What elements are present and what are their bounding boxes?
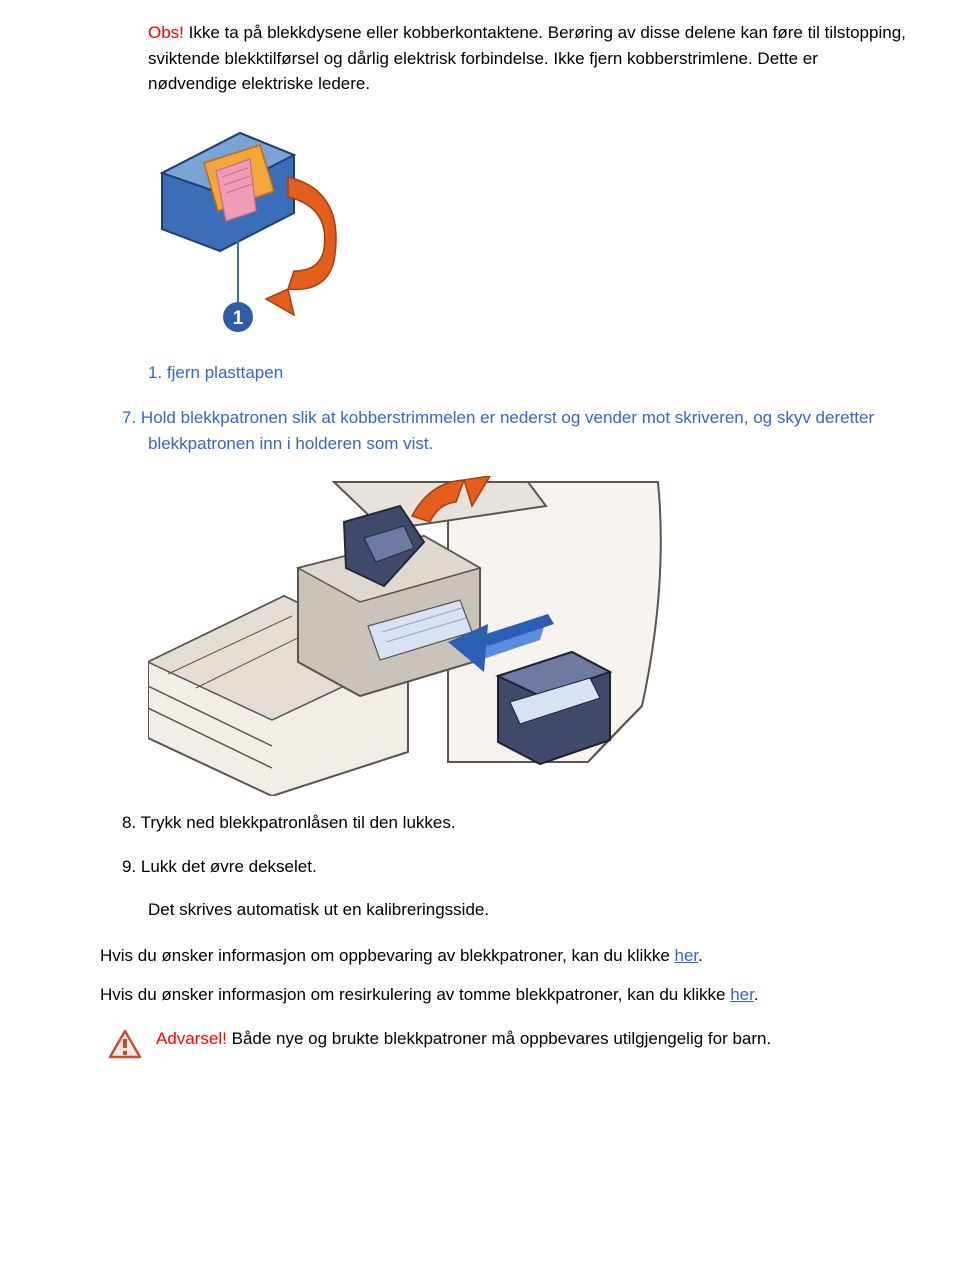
info-storage-link[interactable]: her	[675, 946, 699, 965]
step-text: Hold blekkpatronen slik at kobberstrimme…	[141, 408, 874, 453]
info-recycle-post: .	[754, 985, 759, 1004]
info-recycle: Hvis du ønsker informasjon om resirkuler…	[100, 982, 910, 1008]
warning-block: Advarsel! Både nye og brukte blekkpatron…	[100, 1026, 910, 1067]
cartridge-tape-illustration: 1	[148, 121, 358, 346]
info-storage-post: .	[698, 946, 703, 965]
svg-text:1: 1	[233, 308, 244, 329]
step-9: 9. Lukk det øvre dekselet.	[100, 854, 910, 880]
step-number: 9.	[122, 857, 136, 876]
caption-text: fjern plasttapen	[167, 363, 283, 382]
warning-icon	[108, 1029, 142, 1067]
printer-insert-illustration	[148, 476, 668, 796]
figure-remove-tape: 1	[100, 121, 910, 346]
caption-number: 1.	[148, 363, 162, 382]
figure-insert-cartridge	[100, 476, 910, 796]
warning-text: Advarsel! Både nye og brukte blekkpatron…	[156, 1026, 910, 1052]
caution-label: Obs!	[148, 23, 184, 42]
info-storage: Hvis du ønsker informasjon om oppbevarin…	[100, 943, 910, 969]
step-text: Trykk ned blekkpatronlåsen til den lukke…	[141, 813, 456, 832]
info-recycle-link[interactable]: her	[730, 985, 754, 1004]
figure-caption: 1. fjern plasttapen	[100, 360, 910, 386]
step-7: 7. Hold blekkpatronen slik at kobberstri…	[100, 405, 910, 456]
info-recycle-pre: Hvis du ønsker informasjon om resirkuler…	[100, 985, 730, 1004]
step-9-sub: Det skrives automatisk ut en kalibrering…	[100, 897, 910, 923]
step-number: 7.	[122, 408, 136, 427]
caution-block: Obs! Ikke ta på blekkdysene eller kobber…	[100, 20, 910, 97]
step-number: 8.	[122, 813, 136, 832]
warning-body: Både nye og brukte blekkpatroner må oppb…	[232, 1029, 772, 1048]
info-storage-pre: Hvis du ønsker informasjon om oppbevarin…	[100, 946, 675, 965]
step-text: Lukk det øvre dekselet.	[141, 857, 317, 876]
warning-label: Advarsel!	[156, 1029, 227, 1048]
caution-body: Ikke ta på blekkdysene eller kobberkonta…	[148, 23, 906, 93]
step-8: 8. Trykk ned blekkpatronlåsen til den lu…	[100, 810, 910, 836]
